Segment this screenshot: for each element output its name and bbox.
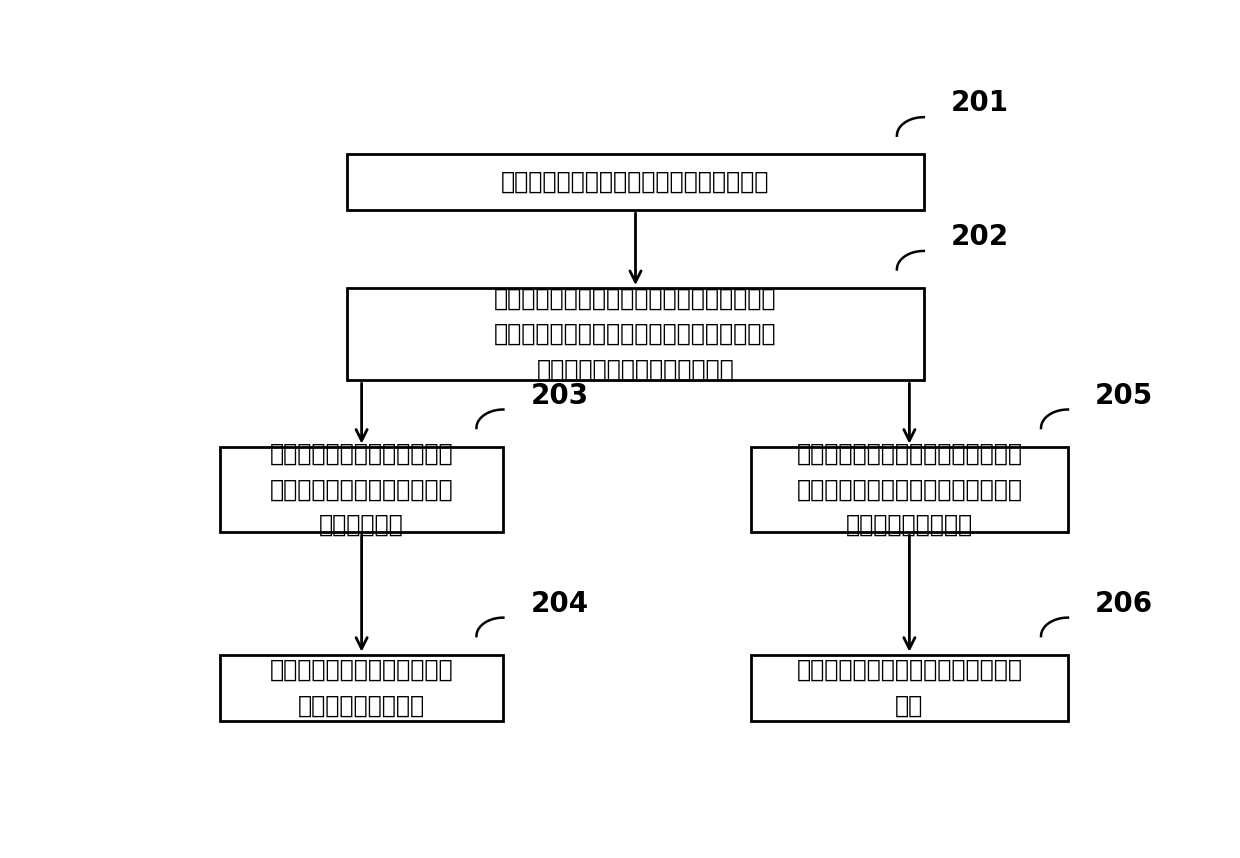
Bar bbox=[751, 446, 1068, 532]
Text: 201: 201 bbox=[951, 89, 1008, 118]
Text: 若系统总流量不在第一预定范
围，则控制器向电比例变量泵
发送控制信号: 若系统总流量不在第一预定范 围，则控制器向电比例变量泵 发送控制信号 bbox=[270, 442, 454, 537]
Bar bbox=[347, 288, 924, 380]
Text: 传感器检测子油路流量信息并发送给控制器: 传感器检测子油路流量信息并发送给控制器 bbox=[501, 170, 770, 194]
Bar bbox=[219, 655, 503, 721]
Bar bbox=[219, 446, 503, 532]
Text: 203: 203 bbox=[531, 382, 589, 409]
Text: 202: 202 bbox=[951, 223, 1009, 251]
Text: 电比例变量泵根据接收的控制
信号调节系统总流量: 电比例变量泵根据接收的控制 信号调节系统总流量 bbox=[270, 658, 454, 717]
Text: 控制器根据子油路流量信息判断系统总流量是
否在第一预定范围，判断子油路的流量占系统
总流量比例是否在第二预定范围: 控制器根据子油路流量信息判断系统总流量是 否在第一预定范围，判断子油路的流量占系… bbox=[495, 287, 776, 382]
Text: 若子油路的流量占系统总流量比例不
在第二预定范围，则控制器向电比例
节流阀发送调节信号: 若子油路的流量占系统总流量比例不 在第二预定范围，则控制器向电比例 节流阀发送调… bbox=[796, 442, 1023, 537]
Bar bbox=[347, 154, 924, 210]
Text: 205: 205 bbox=[1095, 382, 1153, 409]
Bar bbox=[751, 655, 1068, 721]
Text: 电比例节流阀根据调节信号调节阀口
开度: 电比例节流阀根据调节信号调节阀口 开度 bbox=[796, 658, 1023, 717]
Text: 206: 206 bbox=[1095, 589, 1153, 618]
Text: 204: 204 bbox=[531, 589, 589, 618]
